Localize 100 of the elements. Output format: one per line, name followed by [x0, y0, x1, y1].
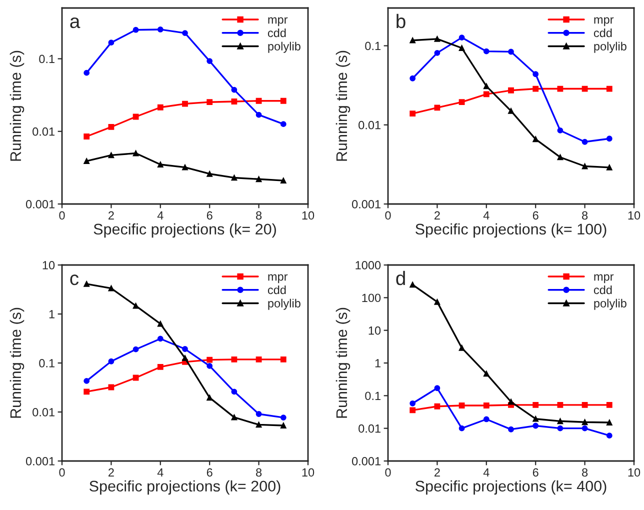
point: [582, 402, 588, 408]
point: [483, 402, 490, 408]
x-tick-label: 8: [582, 211, 588, 220]
y-axis-title: Running time (s): [336, 50, 350, 161]
point: [108, 124, 114, 130]
point: [132, 302, 139, 309]
point: [256, 176, 262, 182]
point: [606, 402, 612, 408]
point: [280, 414, 286, 421]
point: [410, 75, 416, 82]
point: [231, 414, 238, 420]
legend-label: polylib: [594, 42, 626, 53]
point: [483, 48, 490, 54]
point: [132, 150, 139, 156]
point: [434, 36, 440, 42]
y-tick-label: 0.001: [26, 457, 54, 466]
point: [606, 86, 612, 92]
y-tick-label: 10: [42, 261, 55, 270]
point: [108, 358, 114, 364]
point: [483, 370, 490, 377]
point: [132, 346, 139, 352]
point: [256, 112, 262, 118]
point: [182, 164, 188, 170]
point: [508, 48, 514, 55]
point: [483, 416, 490, 422]
annotation: b: [396, 14, 406, 28]
point: [508, 87, 514, 94]
y-tick-label: 0.1: [365, 392, 380, 400]
x-tick-label: 0: [59, 468, 65, 477]
y-axis-title: Running time (s): [10, 50, 24, 161]
x-axis-title: Specific projections (k= 100): [416, 223, 606, 238]
point: [458, 34, 465, 40]
point: [231, 86, 238, 93]
x-tick-label: 4: [157, 468, 164, 476]
point: [280, 178, 286, 184]
point: [557, 154, 564, 160]
point: [582, 138, 588, 145]
point: [508, 108, 514, 114]
annotation: a: [70, 18, 80, 28]
point: [410, 282, 416, 288]
point: [84, 388, 90, 395]
y-tick-label: 0.1: [39, 54, 54, 64]
point: [582, 419, 588, 426]
point: [157, 104, 164, 110]
legend-label: mpr: [594, 274, 614, 284]
x-tick-label: 6: [532, 211, 538, 220]
y-tick-label: 0.01: [358, 120, 380, 130]
point: [132, 26, 139, 33]
x-tick-label: 10: [628, 468, 640, 477]
point: [434, 298, 440, 305]
y-tick-label: 1: [49, 310, 54, 318]
point: [557, 86, 564, 92]
y-tick-label: 0.01: [358, 424, 380, 433]
point: [280, 356, 286, 362]
x-tick-label: 10: [628, 211, 640, 220]
legend-label: cdd: [268, 28, 286, 38]
point: [84, 378, 90, 384]
x-tick-label: 2: [108, 211, 114, 220]
point: [84, 134, 90, 140]
point: [280, 121, 286, 128]
x-tick-label: 8: [256, 468, 262, 477]
x-tick-label: 6: [206, 211, 212, 220]
point: [532, 86, 539, 92]
point: [606, 136, 612, 142]
point: [434, 385, 440, 392]
point: [157, 336, 164, 342]
legend-label: cdd: [268, 285, 286, 294]
legend-label: cdd: [594, 28, 612, 38]
point: [508, 398, 514, 405]
point: [557, 128, 564, 134]
point: [557, 425, 564, 432]
x-tick-label: 8: [582, 468, 588, 477]
point: [108, 285, 114, 292]
y-axis-title: Running time (s): [10, 308, 24, 418]
point: [483, 91, 490, 98]
x-tick-label: 10: [302, 468, 314, 477]
point: [256, 422, 262, 428]
y-tick-label: 0.1: [365, 42, 380, 50]
y-tick-label: 0.1: [39, 359, 54, 368]
point: [108, 40, 114, 46]
point: [532, 71, 539, 78]
point: [206, 99, 213, 106]
point: [108, 152, 114, 158]
legend-label: cdd: [594, 285, 612, 294]
point: [532, 402, 539, 408]
x-tick-label: 8: [256, 211, 262, 220]
x-tick-label: 2: [434, 211, 440, 220]
point: [582, 425, 588, 432]
point: [231, 174, 238, 181]
x-tick-label: 4: [157, 211, 164, 220]
point: [256, 411, 262, 417]
point: [434, 50, 440, 56]
legend-label: mpr: [268, 17, 288, 26]
point: [182, 346, 188, 352]
x-axis-title: Specific projections (k= 400): [416, 480, 606, 495]
point: [508, 426, 514, 432]
point: [182, 100, 188, 107]
legend-label: polylib: [594, 298, 626, 310]
y-tick-label: 0.001: [352, 200, 380, 208]
x-tick-label: 0: [385, 211, 391, 220]
